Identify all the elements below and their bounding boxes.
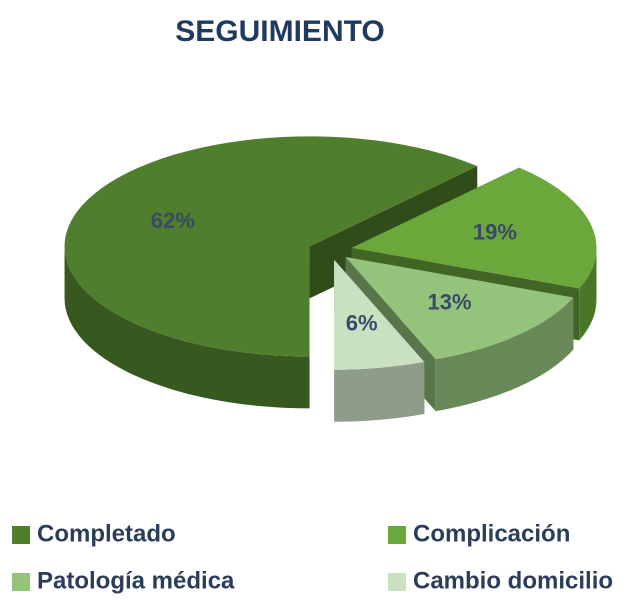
slice-wall (435, 297, 574, 412)
legend-swatch (12, 573, 30, 591)
data-label: 6% (346, 310, 378, 335)
legend-label: Cambio domicilio (413, 567, 613, 594)
slice (64, 136, 478, 357)
legend-label: Completado (37, 520, 176, 547)
slice (351, 167, 597, 289)
slice-wall (579, 247, 597, 341)
legend-swatch (388, 573, 406, 591)
tops (64, 136, 597, 370)
legend-swatch (388, 526, 406, 544)
slice (345, 256, 574, 360)
slice (334, 259, 425, 370)
legend-label: Patología médica (37, 567, 235, 594)
chart-title: SEGUIMIENTO (175, 15, 384, 48)
data-label: 62% (151, 208, 195, 233)
data-label: 19% (473, 219, 517, 244)
labels: 62% 19% 13% 6% (151, 208, 517, 335)
legend-swatch (12, 526, 30, 544)
data-label: 13% (427, 289, 471, 314)
legend-label: Complicación (413, 520, 570, 547)
slice-wall (64, 246, 310, 409)
slice-wall (334, 361, 425, 422)
